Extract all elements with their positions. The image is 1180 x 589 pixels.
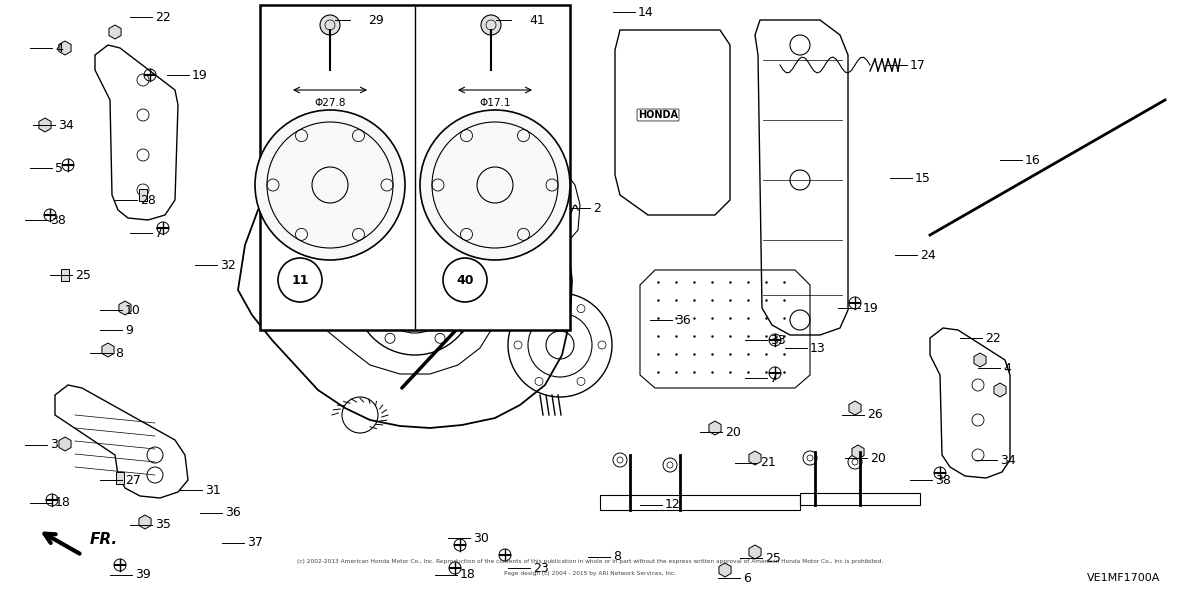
Text: 39: 39 xyxy=(135,568,151,581)
Text: 4: 4 xyxy=(1003,362,1011,375)
Circle shape xyxy=(320,15,340,35)
Text: 2: 2 xyxy=(594,201,601,214)
Text: Φ27.8: Φ27.8 xyxy=(314,98,346,108)
Text: 4: 4 xyxy=(55,41,63,55)
Text: (c) 2002-2013 American Honda Motor Co., Inc. Reproduction of the contents of thi: (c) 2002-2013 American Honda Motor Co., … xyxy=(297,560,883,564)
Circle shape xyxy=(255,110,405,260)
Text: 19: 19 xyxy=(863,302,879,315)
Text: 16: 16 xyxy=(1025,154,1041,167)
Text: 29: 29 xyxy=(368,14,384,27)
Text: 13: 13 xyxy=(809,342,826,355)
Text: 28: 28 xyxy=(140,194,156,207)
Text: 34: 34 xyxy=(999,454,1016,466)
Text: 27: 27 xyxy=(125,474,140,487)
Text: 35: 35 xyxy=(155,518,171,531)
Text: 17: 17 xyxy=(910,58,926,71)
Text: 7: 7 xyxy=(771,372,778,385)
Bar xyxy=(260,5,570,330)
Text: VE1MF1700A: VE1MF1700A xyxy=(1087,573,1160,583)
Text: 38: 38 xyxy=(50,213,66,227)
Circle shape xyxy=(420,110,570,260)
Circle shape xyxy=(278,258,322,302)
Text: 6: 6 xyxy=(743,571,750,584)
Bar xyxy=(599,495,800,510)
Text: 25: 25 xyxy=(76,269,91,282)
Text: Page design (c) 2004 - 2015 by ARI Network Services, Inc.: Page design (c) 2004 - 2015 by ARI Netwo… xyxy=(504,571,676,577)
Text: 31: 31 xyxy=(205,484,221,497)
Bar xyxy=(116,472,124,484)
Text: 24: 24 xyxy=(920,249,936,262)
Text: 38: 38 xyxy=(935,474,951,487)
Text: 15: 15 xyxy=(914,171,931,184)
Text: 19: 19 xyxy=(192,68,208,81)
Text: 7: 7 xyxy=(155,227,163,240)
Bar xyxy=(800,493,920,505)
Text: 30: 30 xyxy=(473,531,489,544)
Text: 22: 22 xyxy=(985,332,1001,345)
Text: 3: 3 xyxy=(50,438,58,452)
Text: 20: 20 xyxy=(725,425,741,438)
Text: 22: 22 xyxy=(155,11,171,24)
Text: 18: 18 xyxy=(55,497,71,509)
Bar xyxy=(139,189,148,201)
Text: 23: 23 xyxy=(533,561,549,574)
Text: 33: 33 xyxy=(771,333,786,346)
Text: HONDA: HONDA xyxy=(638,110,678,120)
Text: 5: 5 xyxy=(55,161,63,174)
Text: 11: 11 xyxy=(291,273,309,286)
Text: 21: 21 xyxy=(760,456,775,469)
Text: 25: 25 xyxy=(765,551,781,564)
Text: 36: 36 xyxy=(225,507,241,519)
Text: 37: 37 xyxy=(247,537,263,550)
Text: 9: 9 xyxy=(125,323,133,336)
Text: 12: 12 xyxy=(666,498,681,511)
Text: Φ17.1: Φ17.1 xyxy=(479,98,511,108)
Text: 10: 10 xyxy=(125,303,140,316)
Text: 8: 8 xyxy=(114,346,123,359)
Text: FR.: FR. xyxy=(90,532,118,548)
Text: 32: 32 xyxy=(219,259,236,272)
Text: 34: 34 xyxy=(58,118,74,131)
Circle shape xyxy=(481,15,501,35)
Circle shape xyxy=(442,258,487,302)
Text: 18: 18 xyxy=(460,568,476,581)
Text: 26: 26 xyxy=(867,409,883,422)
Text: 36: 36 xyxy=(675,313,690,326)
Text: 20: 20 xyxy=(870,452,886,465)
Text: 14: 14 xyxy=(638,5,654,18)
Text: ARIpartscan™: ARIpartscan™ xyxy=(401,303,499,317)
Text: 40: 40 xyxy=(457,273,473,286)
Bar xyxy=(61,269,68,281)
Text: 41: 41 xyxy=(529,14,545,27)
Text: 8: 8 xyxy=(612,551,621,564)
